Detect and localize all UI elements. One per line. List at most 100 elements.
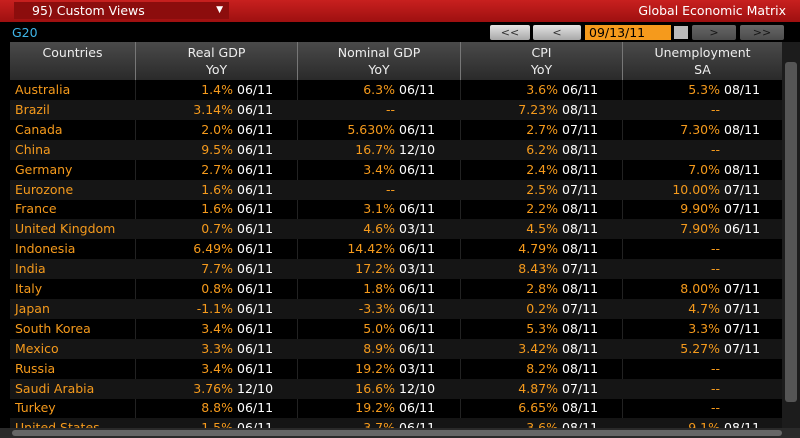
cell-value: -3.3%: [358, 300, 395, 316]
cell-date: 12/10: [399, 141, 436, 157]
header-line: Unemployment: [654, 45, 751, 60]
cell-date: 12/10: [399, 380, 436, 396]
cell-date: 06/11: [562, 82, 599, 97]
cell-value: 7.90%: [680, 221, 720, 237]
dropdown-arrow: ▼: [216, 5, 223, 15]
country-name: Germany: [15, 161, 73, 177]
last-button[interactable]: >>: [740, 25, 784, 40]
cell-value: 2.2%: [526, 201, 558, 217]
cell-value: 5.3%: [688, 82, 720, 97]
cell-value: 5.0%: [363, 320, 395, 336]
cell-date: 08/11: [562, 320, 599, 336]
cell-value: 1.4%: [201, 82, 233, 97]
cell-value: 9.1%: [688, 420, 720, 428]
calendar-icon[interactable]: [674, 26, 688, 39]
cell-date: 06/11: [237, 360, 274, 376]
cell-value: 7.30%: [680, 121, 720, 137]
cell-value: 19.2%: [355, 400, 395, 416]
scroll-thumb[interactable]: [785, 62, 797, 402]
country-name: Saudi Arabia: [15, 380, 95, 396]
cell-date: 08/11: [562, 241, 599, 257]
cell-date: 06/11: [237, 181, 274, 197]
cell-date: 12/10: [237, 380, 274, 396]
cell-date: 06/11: [399, 121, 436, 137]
country-name: Eurozone: [15, 181, 74, 197]
cell-value: 8.8%: [201, 400, 233, 416]
scroll-thumb[interactable]: [12, 430, 782, 436]
cell-value: 14.42%: [347, 241, 395, 257]
next-button[interactable]: >: [692, 25, 736, 40]
cell-date: 03/11: [399, 360, 436, 376]
cell-value: 8.9%: [363, 340, 395, 356]
table-row: Russia 3.4% 06/11 19.2% 03/11 8.2% 08/11 --: [10, 359, 782, 379]
cell-value: 8.00%: [680, 281, 720, 296]
cell-value: 10.00%: [672, 181, 720, 197]
cell-value: 5.27%: [680, 340, 720, 356]
table-row: France 1.6% 06/11 3.1% 06/11 2.2% 08/11 9.90% 07…: [10, 199, 782, 219]
header-line: SA: [694, 62, 711, 77]
group-label: G20: [12, 25, 38, 40]
vertical-scrollbar[interactable]: [782, 42, 800, 428]
header-line: CPI: [531, 45, 552, 60]
top-bar: 95) Custom Views ▼ Global Economic Matrix: [0, 0, 800, 22]
cell-value: 8.2%: [526, 360, 558, 376]
cell-date: 06/11: [237, 300, 274, 316]
date-field[interactable]: 09/13/11: [585, 25, 671, 40]
cell-value: 3.1%: [363, 201, 395, 217]
cell-value: 7.0%: [688, 161, 720, 177]
table-row: Australia 1.4% 06/11 6.3% 06/11 3.6% 06/11 5.3%…: [10, 80, 782, 100]
cell-value: --: [385, 181, 395, 197]
cell-date: 08/11: [562, 400, 599, 416]
cell-date: 06/11: [237, 201, 274, 217]
first-button[interactable]: <<: [490, 25, 530, 40]
cell-date: 07/11: [562, 121, 599, 137]
cell-value: -1.1%: [196, 300, 233, 316]
cell-date: 06/11: [237, 161, 274, 177]
cell-value: 4.87%: [518, 380, 558, 396]
cell-value: 16.6%: [355, 380, 395, 396]
country-name: United Kingdom: [15, 221, 116, 237]
horizontal-scrollbar[interactable]: [0, 428, 800, 438]
country-name: Italy: [15, 281, 43, 296]
cell-date: 07/11: [562, 181, 599, 197]
cell-value: 6.2%: [526, 141, 558, 157]
cell-value: 7.7%: [201, 261, 233, 277]
cell-value: 0.2%: [526, 300, 558, 316]
cell-value: --: [710, 360, 720, 376]
cell-value: 4.5%: [526, 221, 558, 237]
table-row: Germany 2.7% 06/11 3.4% 06/11 2.4% 08/11 7.0% 08…: [10, 160, 782, 180]
cell-value: 4.79%: [518, 241, 558, 257]
header-line: YoY: [205, 62, 228, 77]
cell-value: 6.3%: [363, 82, 395, 97]
column-header: Real GDP YoY: [135, 42, 297, 80]
cell-value: 1.6%: [201, 181, 233, 197]
country-name: Indonesia: [15, 241, 76, 257]
cell-date: 06/11: [237, 281, 274, 296]
cell-date: 06/11: [724, 221, 761, 237]
prev-button[interactable]: <: [533, 25, 581, 40]
sub-bar: G20 << < 09/13/11 > >>: [0, 22, 800, 42]
cell-value: 1.5%: [201, 420, 233, 428]
cell-value: --: [710, 400, 720, 416]
cell-date: 08/11: [562, 161, 599, 177]
cell-date: 08/11: [562, 201, 599, 217]
cell-value: 2.8%: [526, 281, 558, 296]
cell-date: 07/11: [724, 300, 761, 316]
table-row: Italy 0.8% 06/11 1.8% 06/11 2.8% 08/11 8.00% 07/…: [10, 279, 782, 299]
table-row: Japan -1.1% 06/11 -3.3% 06/11 0.2% 07/11 4.7% 07…: [10, 298, 782, 319]
header-line: YoY: [530, 62, 553, 77]
country-name: Australia: [15, 82, 71, 97]
cell-value: 4.7%: [688, 300, 720, 316]
screen-title: Global Economic Matrix: [638, 3, 786, 18]
custom-views-menu[interactable]: 95) Custom Views ▼: [14, 2, 229, 19]
cell-date: 06/11: [399, 340, 436, 356]
cell-date: 06/11: [237, 82, 274, 97]
country-name: China: [15, 141, 51, 157]
table-row: Brazil 3.14% 06/11 -- 7.23% 08/11 --: [10, 99, 782, 120]
cell-date: 06/11: [237, 241, 274, 257]
cell-value: 2.7%: [201, 161, 233, 177]
table-row: Eurozone 1.6% 06/11 -- 2.5% 07/11 10.00% 07/11: [10, 179, 782, 200]
cell-value: 2.5%: [526, 181, 558, 197]
cell-date: 07/11: [562, 380, 599, 396]
cell-value: 3.4%: [201, 360, 233, 376]
